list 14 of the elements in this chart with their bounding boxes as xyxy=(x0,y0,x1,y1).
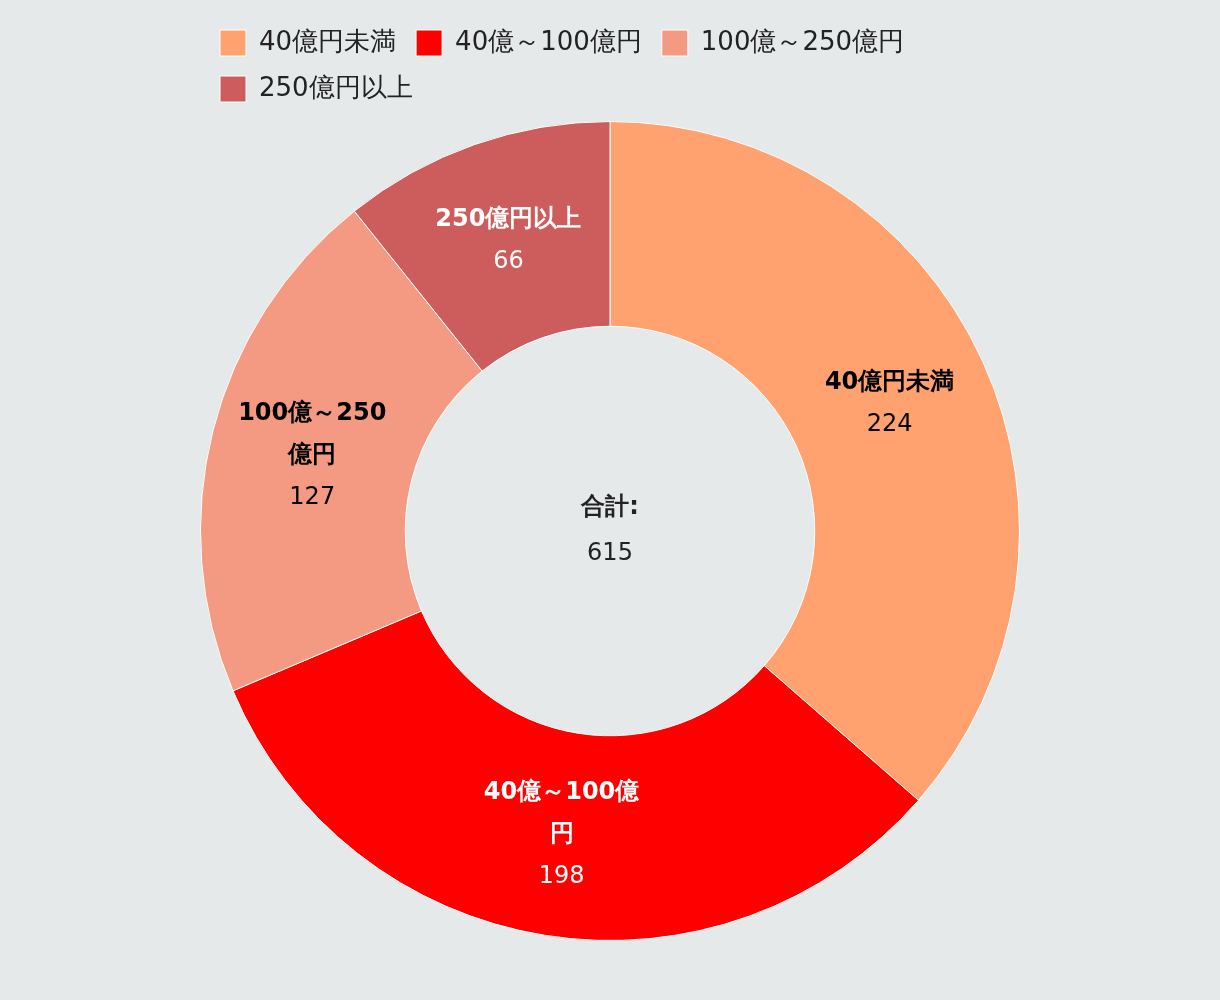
text: 615 xyxy=(587,538,633,567)
slice-label: 250億円以上 xyxy=(435,204,582,233)
data-label: 127 xyxy=(289,481,336,510)
legend-label: 40億～100億円 xyxy=(455,25,642,56)
legend-label: 100億～250億円 xyxy=(700,25,905,56)
text: 合計: xyxy=(580,492,639,521)
legend-label: 40億円未満 xyxy=(259,25,397,56)
slice-label: 40億円未満 xyxy=(824,367,955,396)
data-label: 198 xyxy=(538,860,585,889)
slice-label: 100億～250億円 xyxy=(238,397,387,468)
data-label: 66 xyxy=(493,246,524,275)
legend-label: 250億円以上 xyxy=(259,71,413,102)
slice-label: 40億～100億円 xyxy=(483,776,641,847)
data-label: 224 xyxy=(866,409,913,438)
